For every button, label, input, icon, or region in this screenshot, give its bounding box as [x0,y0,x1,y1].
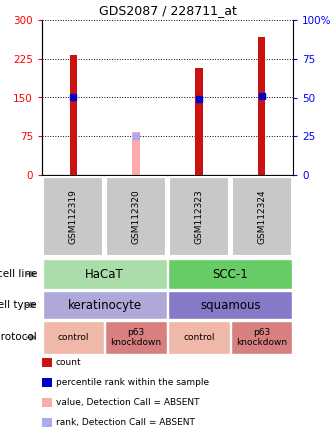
Text: rank, Detection Call = ABSENT: rank, Detection Call = ABSENT [56,417,195,427]
Text: control: control [58,333,89,342]
Text: protocol: protocol [0,333,37,342]
Bar [106,177,166,256]
Bar [168,291,292,319]
Bar [70,55,77,175]
Text: GSM112320: GSM112320 [132,189,141,244]
Text: keratinocyte: keratinocyte [68,298,142,312]
Text: p63
knockdown: p63 knockdown [111,328,162,347]
Bar [43,291,167,319]
Bar [231,321,292,354]
Text: SCC-1: SCC-1 [213,267,248,281]
Text: control: control [183,333,214,342]
Text: squamous: squamous [200,298,261,312]
Bar [132,132,140,175]
Bar [43,321,104,354]
Text: count: count [56,357,82,366]
Text: percentile rank within the sample: percentile rank within the sample [56,377,209,386]
Text: cell type: cell type [0,300,37,310]
Bar [43,177,104,256]
Bar [43,259,167,289]
Bar [168,259,292,289]
Bar [168,321,230,354]
Bar [105,321,167,354]
Text: value, Detection Call = ABSENT: value, Detection Call = ABSENT [56,397,200,407]
Bar [169,177,229,256]
Bar [232,177,292,256]
Text: GSM112323: GSM112323 [194,189,203,244]
Text: GSM112324: GSM112324 [257,189,266,244]
Bar [195,68,203,175]
Text: GSM112319: GSM112319 [69,189,78,244]
Text: cell line: cell line [0,269,37,279]
Text: p63
knockdown: p63 knockdown [236,328,287,347]
Bar [258,36,265,175]
Text: HaCaT: HaCaT [85,267,124,281]
Title: GDS2087 / 228711_at: GDS2087 / 228711_at [99,4,236,17]
